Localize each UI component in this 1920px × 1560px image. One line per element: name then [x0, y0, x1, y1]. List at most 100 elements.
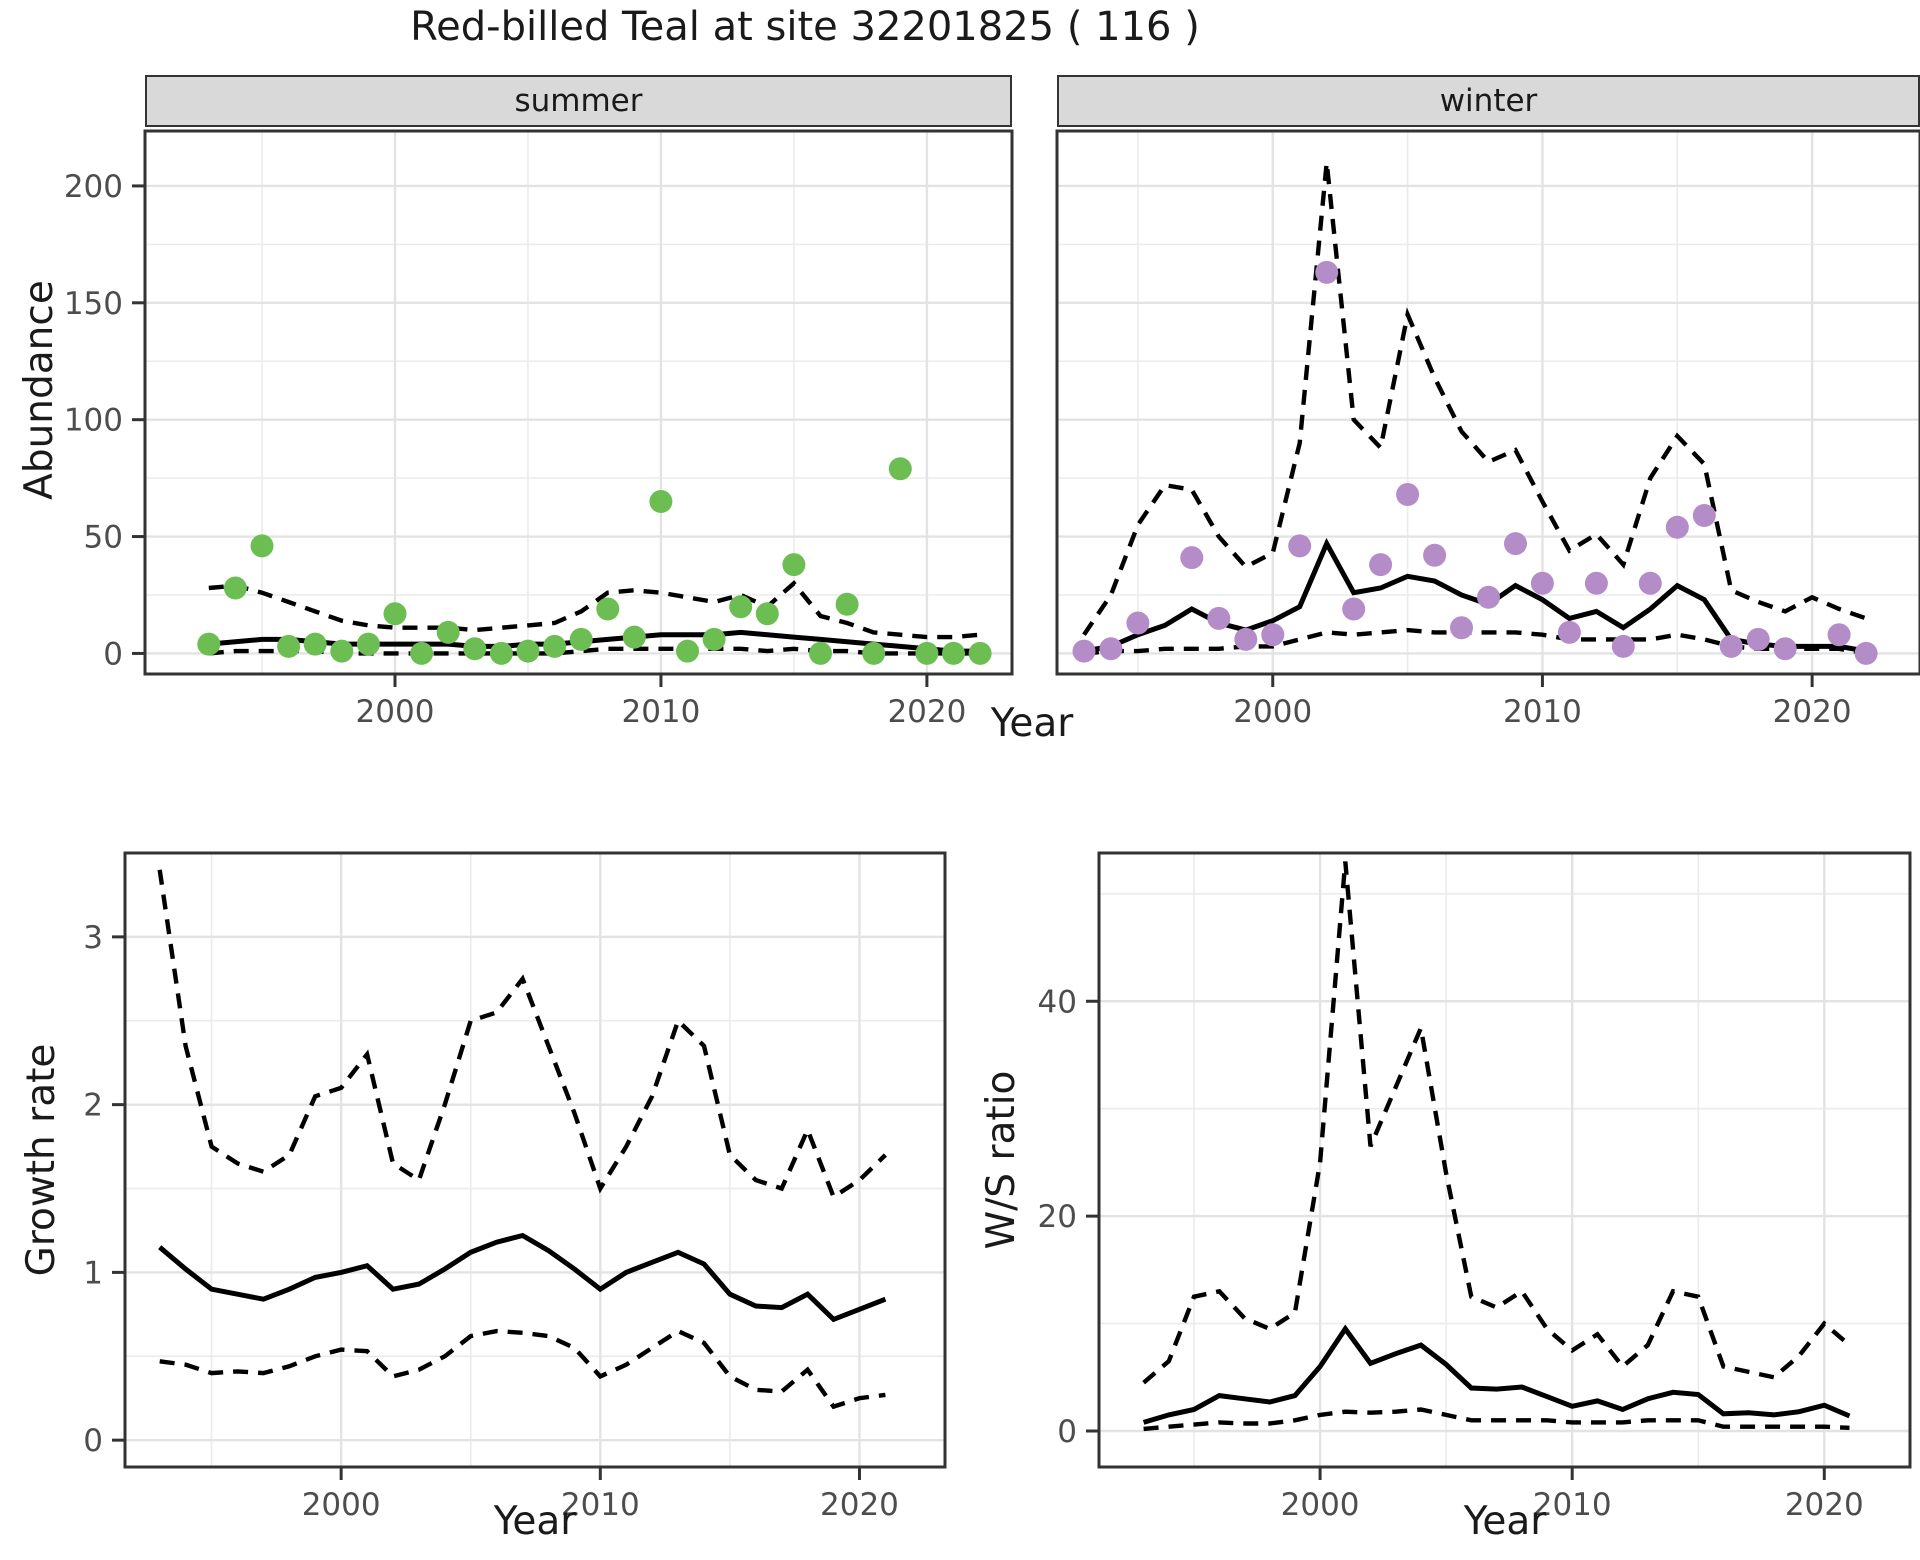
svg-text:2010: 2010	[1503, 694, 1582, 730]
svg-text:200: 200	[64, 169, 123, 205]
data-point	[1072, 639, 1096, 663]
data-point	[1261, 623, 1285, 647]
data-point	[782, 553, 806, 577]
data-point	[1611, 634, 1635, 658]
svg-text:2020: 2020	[887, 694, 966, 730]
data-point	[516, 639, 540, 663]
data-point	[356, 632, 380, 656]
data-point	[1369, 553, 1393, 577]
svg-text:2020: 2020	[1773, 694, 1852, 730]
x-axis-title-year-ws: Year	[1463, 1499, 1547, 1544]
growth-rate-plot: 2000 2010 2020 0 1 2 3	[83, 851, 947, 1523]
data-point	[1692, 504, 1716, 527]
lower-ci-line	[159, 1328, 886, 1410]
x-axis-title-year-growth: Year	[493, 1499, 577, 1544]
svg-text:2: 2	[83, 1088, 103, 1124]
svg-text:2000: 2000	[1281, 1487, 1360, 1523]
svg-text:0: 0	[83, 1423, 103, 1459]
upper-ci-line	[157, 869, 887, 1201]
svg-text:2010: 2010	[1533, 1487, 1612, 1523]
data-point	[463, 637, 487, 661]
data-point	[1315, 260, 1339, 284]
svg-text:2000: 2000	[356, 694, 435, 730]
x-axis-title-year-top: Year	[990, 701, 1074, 746]
data-point	[649, 490, 673, 513]
data-point	[809, 641, 832, 665]
svg-text:2000: 2000	[302, 1487, 381, 1523]
data-point	[1423, 543, 1447, 567]
data-point	[915, 641, 939, 665]
data-point	[1234, 627, 1258, 651]
svg-text:100: 100	[64, 403, 123, 439]
data-point	[862, 641, 886, 665]
data-point	[1530, 571, 1554, 595]
y-axis-title-abundance: Abundance	[17, 280, 62, 500]
data-point	[383, 602, 407, 626]
data-point	[729, 595, 753, 619]
median-line	[1142, 1324, 1851, 1425]
data-point	[543, 634, 567, 658]
data-point	[1827, 623, 1851, 647]
data-point	[330, 639, 354, 663]
data-point	[835, 592, 859, 616]
data-point	[1746, 627, 1770, 651]
data-point	[410, 641, 434, 665]
data-point	[1477, 585, 1500, 609]
data-point	[755, 602, 779, 626]
data-point	[1396, 483, 1420, 506]
data-point	[569, 627, 593, 651]
svg-text:2010: 2010	[561, 1487, 640, 1523]
median-line	[158, 1232, 887, 1323]
data-point	[1099, 637, 1123, 661]
svg-text:1: 1	[83, 1255, 103, 1291]
data-point	[1207, 606, 1231, 630]
data-point	[250, 534, 274, 558]
facet-strip-winter: winter	[1057, 75, 1920, 127]
data-point	[596, 597, 620, 621]
data-point	[197, 632, 221, 656]
data-point	[223, 576, 247, 600]
data-point	[1584, 571, 1608, 595]
data-point	[303, 632, 327, 656]
svg-text:0: 0	[1057, 1414, 1077, 1450]
data-point	[1342, 597, 1366, 621]
svg-text:2020: 2020	[820, 1487, 899, 1523]
chart-title: Red-billed Teal at site 32201825 ( 116 )	[410, 4, 1200, 50]
upper-ci-line	[1082, 162, 1867, 636]
svg-text:20: 20	[1038, 1199, 1077, 1235]
y-axis-title-ws-ratio: W/S ratio	[979, 1070, 1024, 1250]
data-point	[1638, 571, 1662, 595]
svg-text:40: 40	[1038, 984, 1077, 1020]
data-point	[1504, 532, 1527, 556]
data-point	[1557, 620, 1581, 644]
svg-text:0: 0	[103, 636, 123, 672]
data-point	[1665, 515, 1689, 539]
data-point	[676, 639, 699, 663]
data-point	[277, 634, 301, 658]
data-point	[1288, 534, 1312, 558]
data-point	[436, 620, 460, 644]
data-point	[1773, 637, 1797, 661]
data-point	[1180, 546, 1204, 570]
data-point	[968, 641, 992, 665]
data-point	[702, 627, 726, 651]
svg-text:2020: 2020	[1785, 1487, 1864, 1523]
svg-text:50: 50	[84, 520, 123, 556]
ws-ratio-plot: 2000 2010 2020 0 20 40	[1038, 851, 1912, 1523]
data-point	[622, 625, 646, 649]
facet-strip-summer: summer	[145, 75, 1012, 127]
svg-text:150: 150	[64, 286, 123, 322]
upper-ci-line	[208, 580, 981, 640]
data-point	[1719, 634, 1743, 658]
data-point	[1450, 616, 1473, 640]
data-point	[1854, 641, 1878, 665]
winter-abundance-plot: 2000 2010 2020	[1055, 129, 1920, 730]
data-point	[1126, 611, 1150, 635]
svg-text:2000: 2000	[1233, 694, 1312, 730]
data-point	[888, 457, 912, 481]
data-point	[489, 641, 513, 665]
lower-ci-line	[1143, 1407, 1850, 1432]
svg-text:2010: 2010	[621, 694, 700, 730]
